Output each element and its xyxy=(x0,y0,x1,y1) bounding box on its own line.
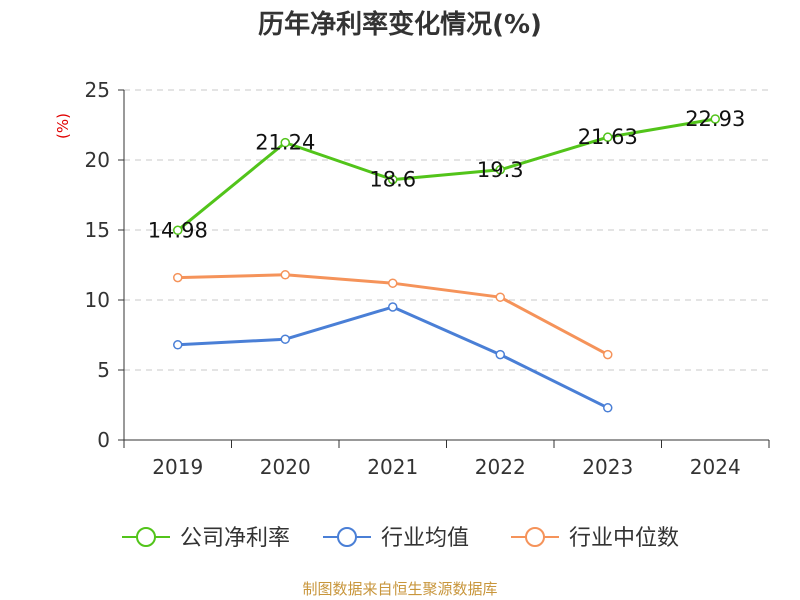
data-point-1-2023 xyxy=(603,403,613,413)
data-label-2019: 14.98 xyxy=(148,218,208,242)
legend-marker-1 xyxy=(337,527,357,547)
legend-label-2: 行业中位数 xyxy=(569,526,679,551)
data-point-2-2021 xyxy=(388,278,398,288)
legend-label-1: 行业均值 xyxy=(381,526,469,551)
y-tick-label-15: 15 xyxy=(85,218,110,242)
data-point-2-2023 xyxy=(603,349,613,360)
data-point-1-2020 xyxy=(280,334,290,344)
y-tick-label-20: 20 xyxy=(85,148,110,172)
y-tick-label-25: 25 xyxy=(85,78,110,102)
data-label-2024: 22.93 xyxy=(685,107,745,131)
data-point-0-2022 xyxy=(495,165,505,175)
data-point-0-2019 xyxy=(173,225,183,236)
data-point-2-2022 xyxy=(495,292,505,302)
y-tick-label-10: 10 xyxy=(85,288,110,312)
series-line-0 xyxy=(176,117,716,232)
data-label-2022: 19.3 xyxy=(477,158,524,182)
x-tick-label-2020: 2020 xyxy=(260,455,311,479)
series-lines xyxy=(173,114,720,413)
y-axis-unit: (%) xyxy=(54,113,72,139)
x-tick-label-2021: 2021 xyxy=(367,455,418,479)
grid-lines xyxy=(124,89,769,371)
x-tick-label-2019: 2019 xyxy=(152,455,203,479)
data-label-2021: 18.6 xyxy=(369,168,416,192)
data-labels: 14.98 21.24 18.6 19.3 21.63 22.93 xyxy=(148,107,746,242)
x-tick-label-2024: 2024 xyxy=(690,455,741,479)
data-point-2-2020 xyxy=(280,270,290,280)
data-point-0-2023 xyxy=(603,132,613,142)
y-tick-label-0: 0 xyxy=(97,428,110,452)
data-point-0-2024 xyxy=(710,114,720,124)
data-point-2-2019 xyxy=(173,272,183,283)
y-tick-label-5: 5 xyxy=(97,358,110,382)
x-tick-label-2022: 2022 xyxy=(475,455,526,479)
data-point-1-2022 xyxy=(495,349,505,360)
chart-title: 历年净利率变化情况(%) xyxy=(258,10,542,40)
data-label-2020: 21.24 xyxy=(255,131,315,155)
legend: 公司净利率 行业均值 行业中位数 xyxy=(122,526,679,551)
data-source-note: 制图数据来自恒生聚源数据库 xyxy=(302,580,498,598)
data-point-0-2021 xyxy=(388,174,398,185)
series-line-1 xyxy=(177,305,609,410)
data-label-2023: 21.63 xyxy=(578,125,638,149)
data-point-1-2019 xyxy=(173,340,183,350)
legend-label-0: 公司净利率 xyxy=(180,526,290,551)
x-tick-label-2023: 2023 xyxy=(582,455,633,479)
legend-marker-0 xyxy=(136,527,156,547)
legend-marker-2 xyxy=(525,527,545,547)
data-point-1-2021 xyxy=(388,302,398,312)
data-point-0-2020 xyxy=(280,137,290,148)
axes: 0 5 10 15 20 25 2019 2020 2021 2022 2023 2024 (%) xyxy=(54,78,770,479)
